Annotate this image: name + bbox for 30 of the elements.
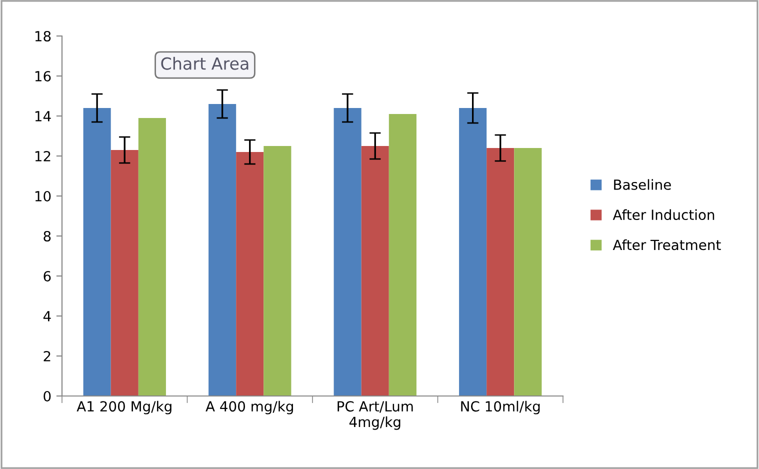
legend-label: Baseline <box>614 179 671 190</box>
bar <box>83 108 111 396</box>
y-tick-label: 10 <box>35 190 51 202</box>
legend-label: After Treatment <box>612 239 721 250</box>
bar <box>334 108 362 396</box>
bar <box>459 108 487 396</box>
y-tick-label: 8 <box>44 230 51 242</box>
bar <box>388 114 416 396</box>
x-tick-label: PC Art/Lum 4mg/kg <box>338 401 413 430</box>
y-tick-label: 2 <box>44 350 50 362</box>
bar <box>361 146 389 396</box>
bar <box>236 152 264 396</box>
bar <box>486 148 514 396</box>
y-tick-label: 14 <box>35 111 51 122</box>
y-tick-label: 0 <box>44 390 51 402</box>
bar <box>110 150 138 396</box>
y-tick-label: 6 <box>44 270 51 282</box>
x-tick-label: NC 10ml/kg <box>461 400 540 414</box>
annotation: Chart Area <box>161 56 248 70</box>
y-tick-label: 18 <box>35 30 51 42</box>
y-tick-label: 16 <box>35 70 51 82</box>
y-tick-label: 4 <box>43 311 51 322</box>
x-tick-label: A 400 mg/kg <box>206 400 293 414</box>
y-tick-label: 12 <box>35 150 50 162</box>
bar <box>208 104 236 396</box>
legend-label: After Induction <box>612 209 714 220</box>
bar <box>514 148 542 396</box>
x-tick-label: A1 200 Mg/kg <box>76 400 172 414</box>
bar <box>264 146 292 396</box>
bar <box>138 118 166 396</box>
